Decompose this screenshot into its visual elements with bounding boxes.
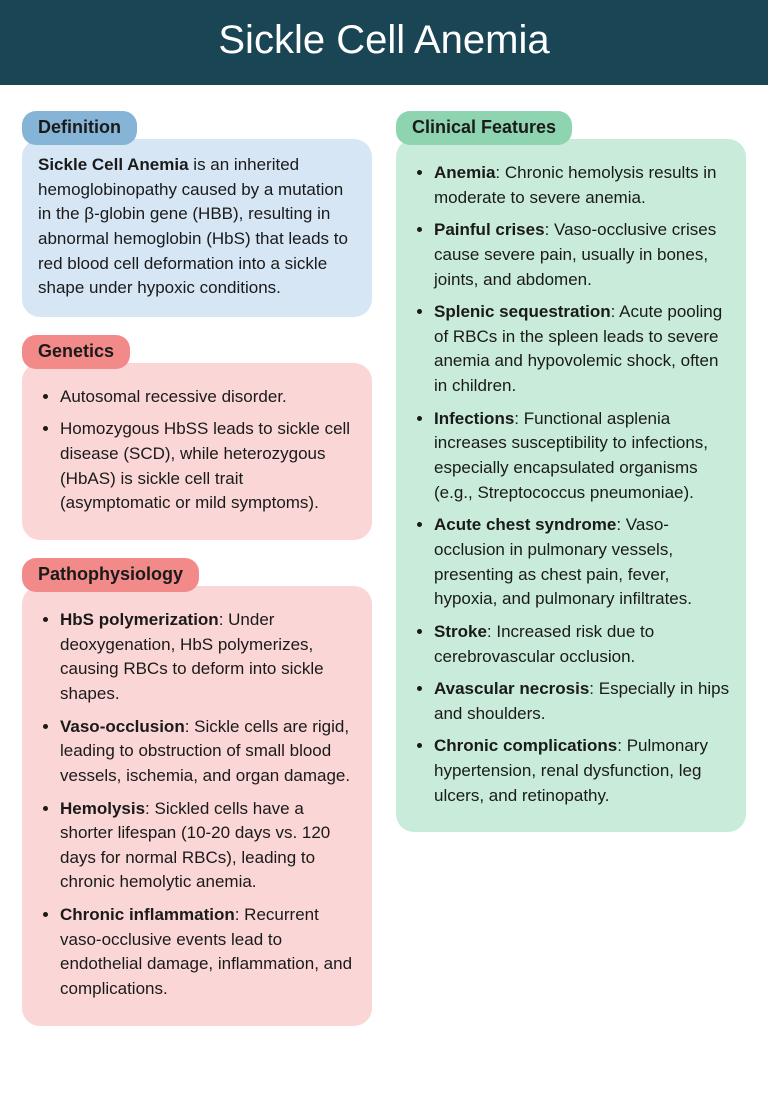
box-definition: Sickle Cell Anemia is an inherited hemog… bbox=[22, 139, 372, 317]
heading-genetics: Genetics bbox=[22, 335, 130, 369]
list-item: Chronic inflammation: Recurrent vaso-occ… bbox=[60, 903, 356, 1002]
clinical-list: Anemia: Chronic hemolysis results in mod… bbox=[412, 161, 730, 808]
item-term: HbS polymerization bbox=[60, 610, 219, 629]
box-clinical: Anemia: Chronic hemolysis results in mod… bbox=[396, 139, 746, 832]
right-column: Clinical Features Anemia: Chronic hemoly… bbox=[396, 111, 746, 1026]
left-column: Definition Sickle Cell Anemia is an inhe… bbox=[22, 111, 372, 1026]
list-item: Splenic sequestration: Acute pooling of … bbox=[434, 300, 730, 399]
list-item: Avascular necrosis: Especially in hips a… bbox=[434, 677, 730, 726]
section-genetics: Genetics Autosomal recessive disorder. Ho… bbox=[22, 335, 372, 540]
section-clinical: Clinical Features Anemia: Chronic hemoly… bbox=[396, 111, 746, 832]
section-definition: Definition Sickle Cell Anemia is an inhe… bbox=[22, 111, 372, 317]
heading-definition: Definition bbox=[22, 111, 137, 145]
list-item: HbS polymerization: Under deoxygenation,… bbox=[60, 608, 356, 707]
content-area: Definition Sickle Cell Anemia is an inhe… bbox=[0, 85, 768, 1052]
item-term: Painful crises bbox=[434, 220, 545, 239]
item-term: Acute chest syndrome bbox=[434, 515, 616, 534]
item-term: Chronic inflammation bbox=[60, 905, 235, 924]
item-term: Avascular necrosis bbox=[434, 679, 589, 698]
list-item: Chronic complications: Pulmonary hyperte… bbox=[434, 734, 730, 808]
item-rest: Homozygous HbSS leads to sickle cell dis… bbox=[60, 419, 350, 512]
section-pathophysiology: Pathophysiology HbS polymerization: Unde… bbox=[22, 558, 372, 1026]
box-genetics: Autosomal recessive disorder. Homozygous … bbox=[22, 363, 372, 540]
item-rest: Autosomal recessive disorder. bbox=[60, 387, 287, 406]
list-item: Autosomal recessive disorder. bbox=[60, 385, 356, 410]
list-item: Painful crises: Vaso-occlusive crises ca… bbox=[434, 218, 730, 292]
list-item: Vaso-occlusion: Sickle cells are rigid, … bbox=[60, 715, 356, 789]
list-item: Stroke: Increased risk due to cerebrovas… bbox=[434, 620, 730, 669]
item-term: Splenic sequestration bbox=[434, 302, 611, 321]
definition-term: Sickle Cell Anemia bbox=[38, 155, 189, 174]
page-title: Sickle Cell Anemia bbox=[0, 0, 768, 85]
heading-pathophysiology: Pathophysiology bbox=[22, 558, 199, 592]
list-item: Hemolysis: Sickled cells have a shorter … bbox=[60, 797, 356, 896]
genetics-list: Autosomal recessive disorder. Homozygous … bbox=[38, 385, 356, 516]
list-item: Infections: Functional asplenia increase… bbox=[434, 407, 730, 506]
definition-text: Sickle Cell Anemia is an inherited hemog… bbox=[38, 153, 356, 301]
item-term: Stroke bbox=[434, 622, 487, 641]
item-term: Anemia bbox=[434, 163, 495, 182]
definition-rest: is an inherited hemoglobinopathy caused … bbox=[38, 155, 348, 297]
list-item: Acute chest syndrome: Vaso-occlusion in … bbox=[434, 513, 730, 612]
box-pathophysiology: HbS polymerization: Under deoxygenation,… bbox=[22, 586, 372, 1026]
heading-clinical: Clinical Features bbox=[396, 111, 572, 145]
item-term: Chronic complications bbox=[434, 736, 617, 755]
list-item: Anemia: Chronic hemolysis results in mod… bbox=[434, 161, 730, 210]
pathophysiology-list: HbS polymerization: Under deoxygenation,… bbox=[38, 608, 356, 1002]
item-term: Infections bbox=[434, 409, 514, 428]
item-term: Vaso-occlusion bbox=[60, 717, 185, 736]
item-term: Hemolysis bbox=[60, 799, 145, 818]
list-item: Homozygous HbSS leads to sickle cell dis… bbox=[60, 417, 356, 516]
